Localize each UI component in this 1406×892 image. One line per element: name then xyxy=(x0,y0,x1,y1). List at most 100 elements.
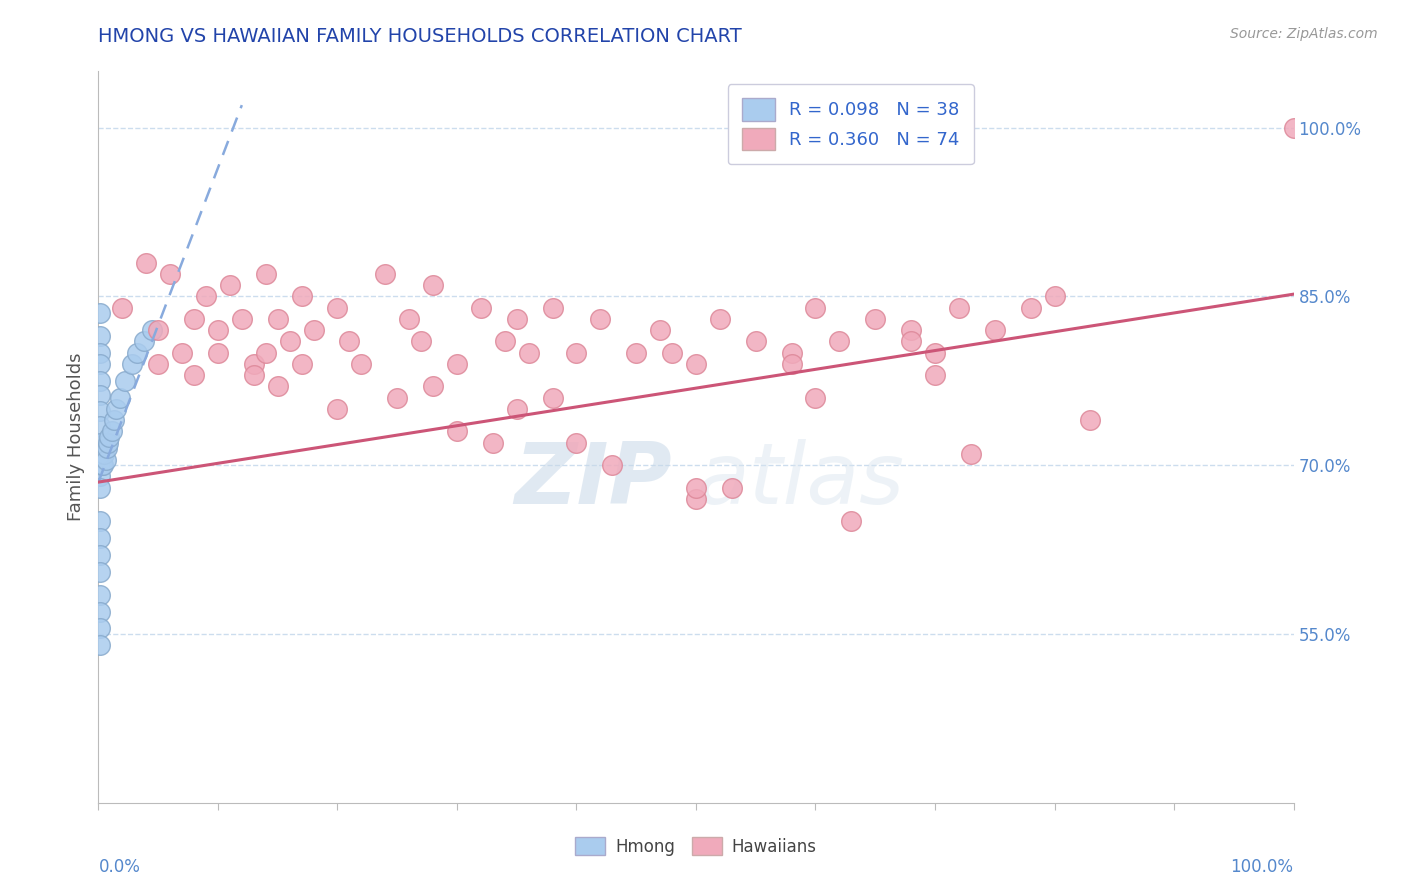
Point xyxy=(422,278,444,293)
Point xyxy=(1282,120,1305,135)
Point xyxy=(494,334,516,349)
Point xyxy=(89,621,111,635)
Point xyxy=(326,401,349,416)
Point xyxy=(565,435,588,450)
Text: ZIP: ZIP xyxy=(515,440,672,523)
Point xyxy=(96,442,118,456)
Text: HMONG VS HAWAIIAN FAMILY HOUSEHOLDS CORRELATION CHART: HMONG VS HAWAIIAN FAMILY HOUSEHOLDS CORR… xyxy=(98,27,742,45)
Point xyxy=(93,447,115,461)
Point xyxy=(97,435,120,450)
Point xyxy=(685,481,707,495)
Text: atlas: atlas xyxy=(696,440,904,523)
Point xyxy=(91,447,114,461)
Point xyxy=(648,323,672,337)
Point xyxy=(243,357,266,371)
Point xyxy=(721,481,744,495)
Point xyxy=(89,374,111,388)
Text: 0.0%: 0.0% xyxy=(98,858,141,876)
Point xyxy=(948,301,970,315)
Point xyxy=(91,458,114,473)
Point xyxy=(141,323,163,337)
Point xyxy=(350,357,373,371)
Point xyxy=(780,345,803,359)
Point xyxy=(422,379,444,393)
Point xyxy=(89,605,111,619)
Point xyxy=(517,345,540,359)
Point xyxy=(506,312,529,326)
Point xyxy=(89,388,111,402)
Point xyxy=(183,312,205,326)
Point xyxy=(302,323,325,337)
Point xyxy=(267,379,290,393)
Point xyxy=(374,267,396,281)
Point xyxy=(89,357,111,371)
Point xyxy=(172,345,194,359)
Point xyxy=(865,312,887,326)
Point xyxy=(135,255,157,269)
Point xyxy=(98,430,121,444)
Point xyxy=(924,368,946,383)
Point xyxy=(132,334,155,349)
Point xyxy=(89,548,111,562)
Point xyxy=(89,515,111,529)
Point xyxy=(411,334,433,349)
Point xyxy=(121,357,143,371)
Point xyxy=(89,306,111,320)
Point xyxy=(108,391,131,405)
Point xyxy=(89,469,111,483)
Point xyxy=(183,368,205,383)
Point xyxy=(398,312,420,326)
Point xyxy=(89,328,111,343)
Point xyxy=(148,323,170,337)
Point xyxy=(385,391,409,405)
Point xyxy=(960,447,983,461)
Point xyxy=(804,391,827,405)
Point xyxy=(685,491,707,506)
Point xyxy=(1080,413,1102,427)
Point xyxy=(602,458,624,473)
Point xyxy=(89,588,111,602)
Point xyxy=(207,345,229,359)
Point xyxy=(565,345,588,359)
Point xyxy=(446,425,468,439)
Point xyxy=(89,638,111,652)
Y-axis label: Family Households: Family Households xyxy=(66,353,84,521)
Point xyxy=(105,401,128,416)
Point xyxy=(745,334,768,349)
Point xyxy=(254,267,277,281)
Point xyxy=(506,401,529,416)
Point xyxy=(326,301,349,315)
Point xyxy=(626,345,648,359)
Point xyxy=(278,334,301,349)
Point xyxy=(900,334,922,349)
Point xyxy=(195,289,218,303)
Point xyxy=(89,435,111,450)
Point xyxy=(148,357,170,371)
Point xyxy=(291,357,314,371)
Point xyxy=(481,435,505,450)
Point xyxy=(89,418,111,433)
Point xyxy=(541,391,564,405)
Point xyxy=(243,368,266,383)
Point xyxy=(1043,289,1066,303)
Point xyxy=(111,301,134,315)
Point xyxy=(254,345,277,359)
Point xyxy=(780,357,803,371)
Point xyxy=(841,515,863,529)
Point xyxy=(94,452,117,467)
Point xyxy=(89,565,111,579)
Point xyxy=(89,481,111,495)
Text: 100.0%: 100.0% xyxy=(1230,858,1294,876)
Text: Source: ZipAtlas.com: Source: ZipAtlas.com xyxy=(1230,27,1378,41)
Point xyxy=(91,458,114,473)
Point xyxy=(984,323,1007,337)
Legend: Hmong, Hawaiians: Hmong, Hawaiians xyxy=(567,830,825,864)
Point xyxy=(589,312,612,326)
Point xyxy=(103,413,125,427)
Point xyxy=(924,345,946,359)
Point xyxy=(231,312,253,326)
Point xyxy=(267,312,290,326)
Point xyxy=(219,278,242,293)
Point xyxy=(100,425,122,439)
Point xyxy=(89,447,111,461)
